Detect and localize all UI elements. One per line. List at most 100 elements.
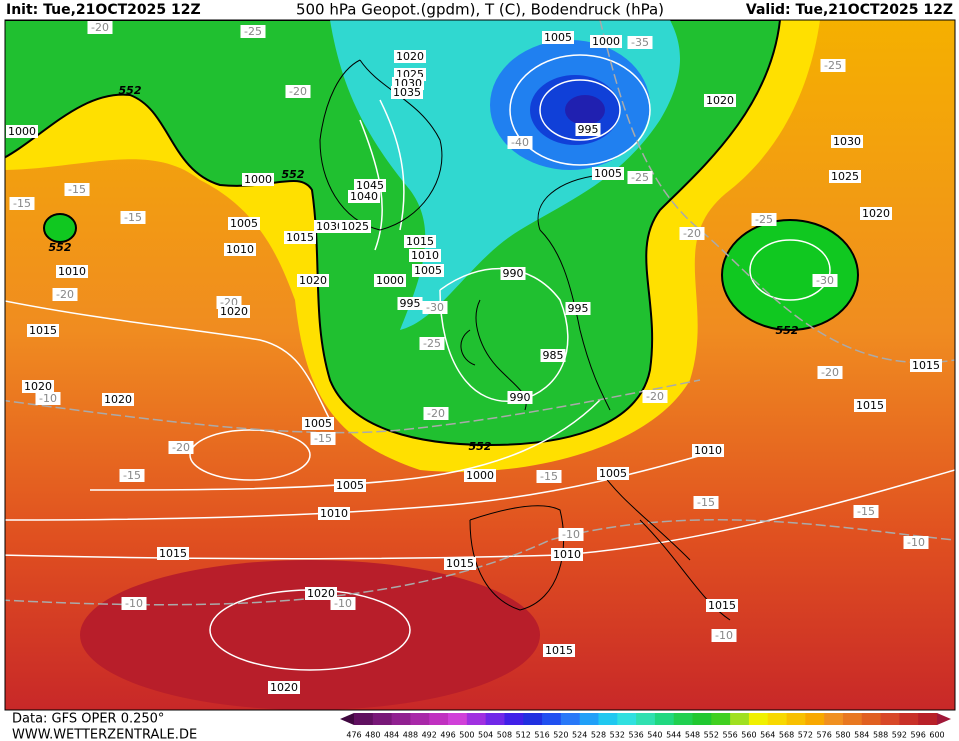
pressure-label: 1015 xyxy=(446,557,474,570)
label-box xyxy=(590,35,622,48)
colorbar-swatch xyxy=(410,713,430,725)
label-box xyxy=(903,536,929,549)
label-box xyxy=(536,470,562,483)
colorbar-label: 572 xyxy=(798,731,813,740)
colorbar-swatch xyxy=(429,713,449,725)
colorbar-swatch xyxy=(579,713,599,725)
pressure-label: 1005 xyxy=(304,417,332,430)
temperature-label: -25 xyxy=(824,59,842,72)
colorbar-swatch xyxy=(842,713,863,725)
colorbar-label: 560 xyxy=(741,731,756,740)
colorbar-swatch xyxy=(711,713,731,725)
label-box xyxy=(711,629,737,642)
label-box xyxy=(464,469,496,482)
temperature-label: -20 xyxy=(683,227,701,240)
colorbar-swatch xyxy=(391,713,411,725)
pressure-label: 1020 xyxy=(307,587,335,600)
label-box xyxy=(854,399,886,412)
temperature-label: -25 xyxy=(423,337,441,350)
colorbar-swatch xyxy=(654,713,675,725)
colorbar-label: 564 xyxy=(760,731,775,740)
temperature-label: -15 xyxy=(697,496,715,509)
colorbar-swatch xyxy=(918,713,938,725)
colorbar-label: 548 xyxy=(685,731,700,740)
temperature-label: -10 xyxy=(907,536,925,549)
label-box xyxy=(860,207,892,220)
colorbar-label: 528 xyxy=(591,731,606,740)
colorbar-label: 556 xyxy=(722,731,737,740)
label-box xyxy=(693,496,719,509)
pressure-label: 1000 xyxy=(466,469,494,482)
colorbar-label: 516 xyxy=(534,731,549,740)
label-box xyxy=(348,190,380,203)
colorbar-label: 520 xyxy=(553,731,568,740)
pressure-label: 985 xyxy=(543,349,564,362)
label-box xyxy=(444,557,476,570)
label-box xyxy=(242,173,274,186)
pressure-label: 1005 xyxy=(544,31,572,44)
label-box xyxy=(87,21,113,34)
label-box xyxy=(35,392,61,405)
temperature-label: -15 xyxy=(314,432,332,445)
colorbar-label: 508 xyxy=(497,731,512,740)
temperature-label: -30 xyxy=(426,301,444,314)
temperature-label: -20 xyxy=(427,407,445,420)
label-box xyxy=(119,469,145,482)
init-time: Init: Tue,21OCT2025 12Z xyxy=(6,2,201,18)
temperature-label: -20 xyxy=(56,288,74,301)
colorbar-label: 544 xyxy=(666,731,681,740)
label-box xyxy=(284,231,316,244)
label-box xyxy=(22,380,54,393)
label-box xyxy=(558,528,584,541)
pressure-label: 1010 xyxy=(320,507,348,520)
colorbar-swatch xyxy=(748,713,769,725)
pressure-label: 1010 xyxy=(553,548,581,561)
pressure-label: 1025 xyxy=(341,220,369,233)
label-box xyxy=(751,213,777,226)
label-box xyxy=(412,264,444,277)
pressure-label: 1020 xyxy=(104,393,132,406)
colorbar-label: 484 xyxy=(384,731,399,740)
label-box xyxy=(500,267,526,280)
temperature-label: -20 xyxy=(821,366,839,379)
colorbar-arrow xyxy=(937,713,951,725)
pressure-label: 1010 xyxy=(694,444,722,457)
pressure-label: 990 xyxy=(503,267,524,280)
pressure-label: 1020 xyxy=(24,380,52,393)
cutoff-low xyxy=(721,219,859,331)
colorbar-swatch xyxy=(730,713,750,725)
temperature-label: -15 xyxy=(124,211,142,224)
temperature-label: -25 xyxy=(755,213,773,226)
label-box xyxy=(302,417,334,430)
temperature-label: -25 xyxy=(631,171,649,184)
label-box xyxy=(314,220,346,233)
pressure-label: 1010 xyxy=(411,249,439,262)
colorbar-swatch xyxy=(636,713,656,725)
label-box xyxy=(318,507,350,520)
colorbar-label: 488 xyxy=(403,731,418,740)
label-box xyxy=(64,183,90,196)
temperature-label: -30 xyxy=(816,274,834,287)
small-low xyxy=(43,213,77,243)
colorbar-label: 500 xyxy=(459,731,474,740)
pressure-label: 1005 xyxy=(230,217,258,230)
label-box xyxy=(6,125,38,138)
colorbar-label: 600 xyxy=(929,731,944,740)
label-box xyxy=(121,597,147,610)
pressure-label: 1010 xyxy=(58,265,86,278)
website: WWW.WETTERZENTRALE.DE xyxy=(12,728,197,741)
pressure-label: 1030 xyxy=(833,135,861,148)
label-box xyxy=(157,547,189,560)
label-box xyxy=(831,135,863,148)
colorbar-swatch xyxy=(523,713,543,725)
label-box xyxy=(120,211,146,224)
colorbar-arrow xyxy=(340,713,354,725)
label-box xyxy=(409,249,441,262)
pressure-label: 1030 xyxy=(316,220,344,233)
pressure-label: 1010 xyxy=(226,243,254,256)
pressure-label: 1000 xyxy=(8,125,36,138)
colorbar-swatch xyxy=(880,713,900,725)
colorbar-swatch xyxy=(485,713,505,725)
temperature-label: -15 xyxy=(13,197,31,210)
geopotential-label: 552 xyxy=(469,440,492,453)
